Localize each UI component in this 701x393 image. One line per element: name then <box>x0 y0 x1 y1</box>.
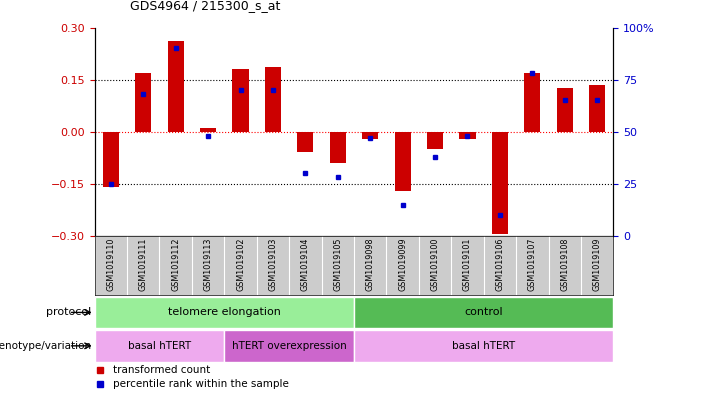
Bar <box>224 330 354 362</box>
Bar <box>395 132 411 191</box>
Text: GSM1019106: GSM1019106 <box>496 237 505 291</box>
Bar <box>297 132 313 152</box>
Text: GSM1019102: GSM1019102 <box>236 237 245 291</box>
Bar <box>103 132 119 187</box>
Bar <box>459 132 475 139</box>
Text: GSM1019110: GSM1019110 <box>107 237 116 291</box>
Text: GSM1019104: GSM1019104 <box>301 237 310 291</box>
Text: hTERT overexpression: hTERT overexpression <box>232 341 346 351</box>
Text: protocol: protocol <box>46 307 91 318</box>
Text: percentile rank within the sample: percentile rank within the sample <box>113 379 289 389</box>
Bar <box>95 297 354 328</box>
Bar <box>589 85 605 132</box>
Text: basal hTERT: basal hTERT <box>128 341 191 351</box>
Bar <box>354 297 613 328</box>
Text: GSM1019100: GSM1019100 <box>430 237 440 291</box>
Text: GSM1019103: GSM1019103 <box>268 237 278 291</box>
Bar <box>354 330 613 362</box>
Text: GSM1019108: GSM1019108 <box>560 237 569 291</box>
Bar <box>524 73 540 132</box>
Text: GDS4964 / 215300_s_at: GDS4964 / 215300_s_at <box>130 0 280 12</box>
Text: GSM1019112: GSM1019112 <box>171 237 180 291</box>
Text: GSM1019101: GSM1019101 <box>463 237 472 291</box>
Bar <box>362 132 379 139</box>
Bar <box>265 68 281 132</box>
Text: GSM1019113: GSM1019113 <box>203 237 212 291</box>
Text: telomere elongation: telomere elongation <box>168 307 281 318</box>
Text: GSM1019107: GSM1019107 <box>528 237 537 291</box>
Bar <box>233 69 249 132</box>
Bar <box>427 132 443 149</box>
Text: GSM1019109: GSM1019109 <box>592 237 601 291</box>
Bar <box>492 132 508 234</box>
Text: GSM1019098: GSM1019098 <box>366 237 375 291</box>
Bar <box>135 73 151 132</box>
Text: transformed count: transformed count <box>113 365 210 375</box>
Bar <box>329 132 346 163</box>
Bar <box>95 330 224 362</box>
Text: GSM1019111: GSM1019111 <box>139 237 148 291</box>
Bar <box>168 41 184 132</box>
Text: genotype/variation: genotype/variation <box>0 341 91 351</box>
Text: basal hTERT: basal hTERT <box>452 341 515 351</box>
Text: GSM1019099: GSM1019099 <box>398 237 407 291</box>
Text: GSM1019105: GSM1019105 <box>333 237 342 291</box>
Bar <box>557 88 573 132</box>
Text: control: control <box>464 307 503 318</box>
Bar <box>200 128 216 132</box>
